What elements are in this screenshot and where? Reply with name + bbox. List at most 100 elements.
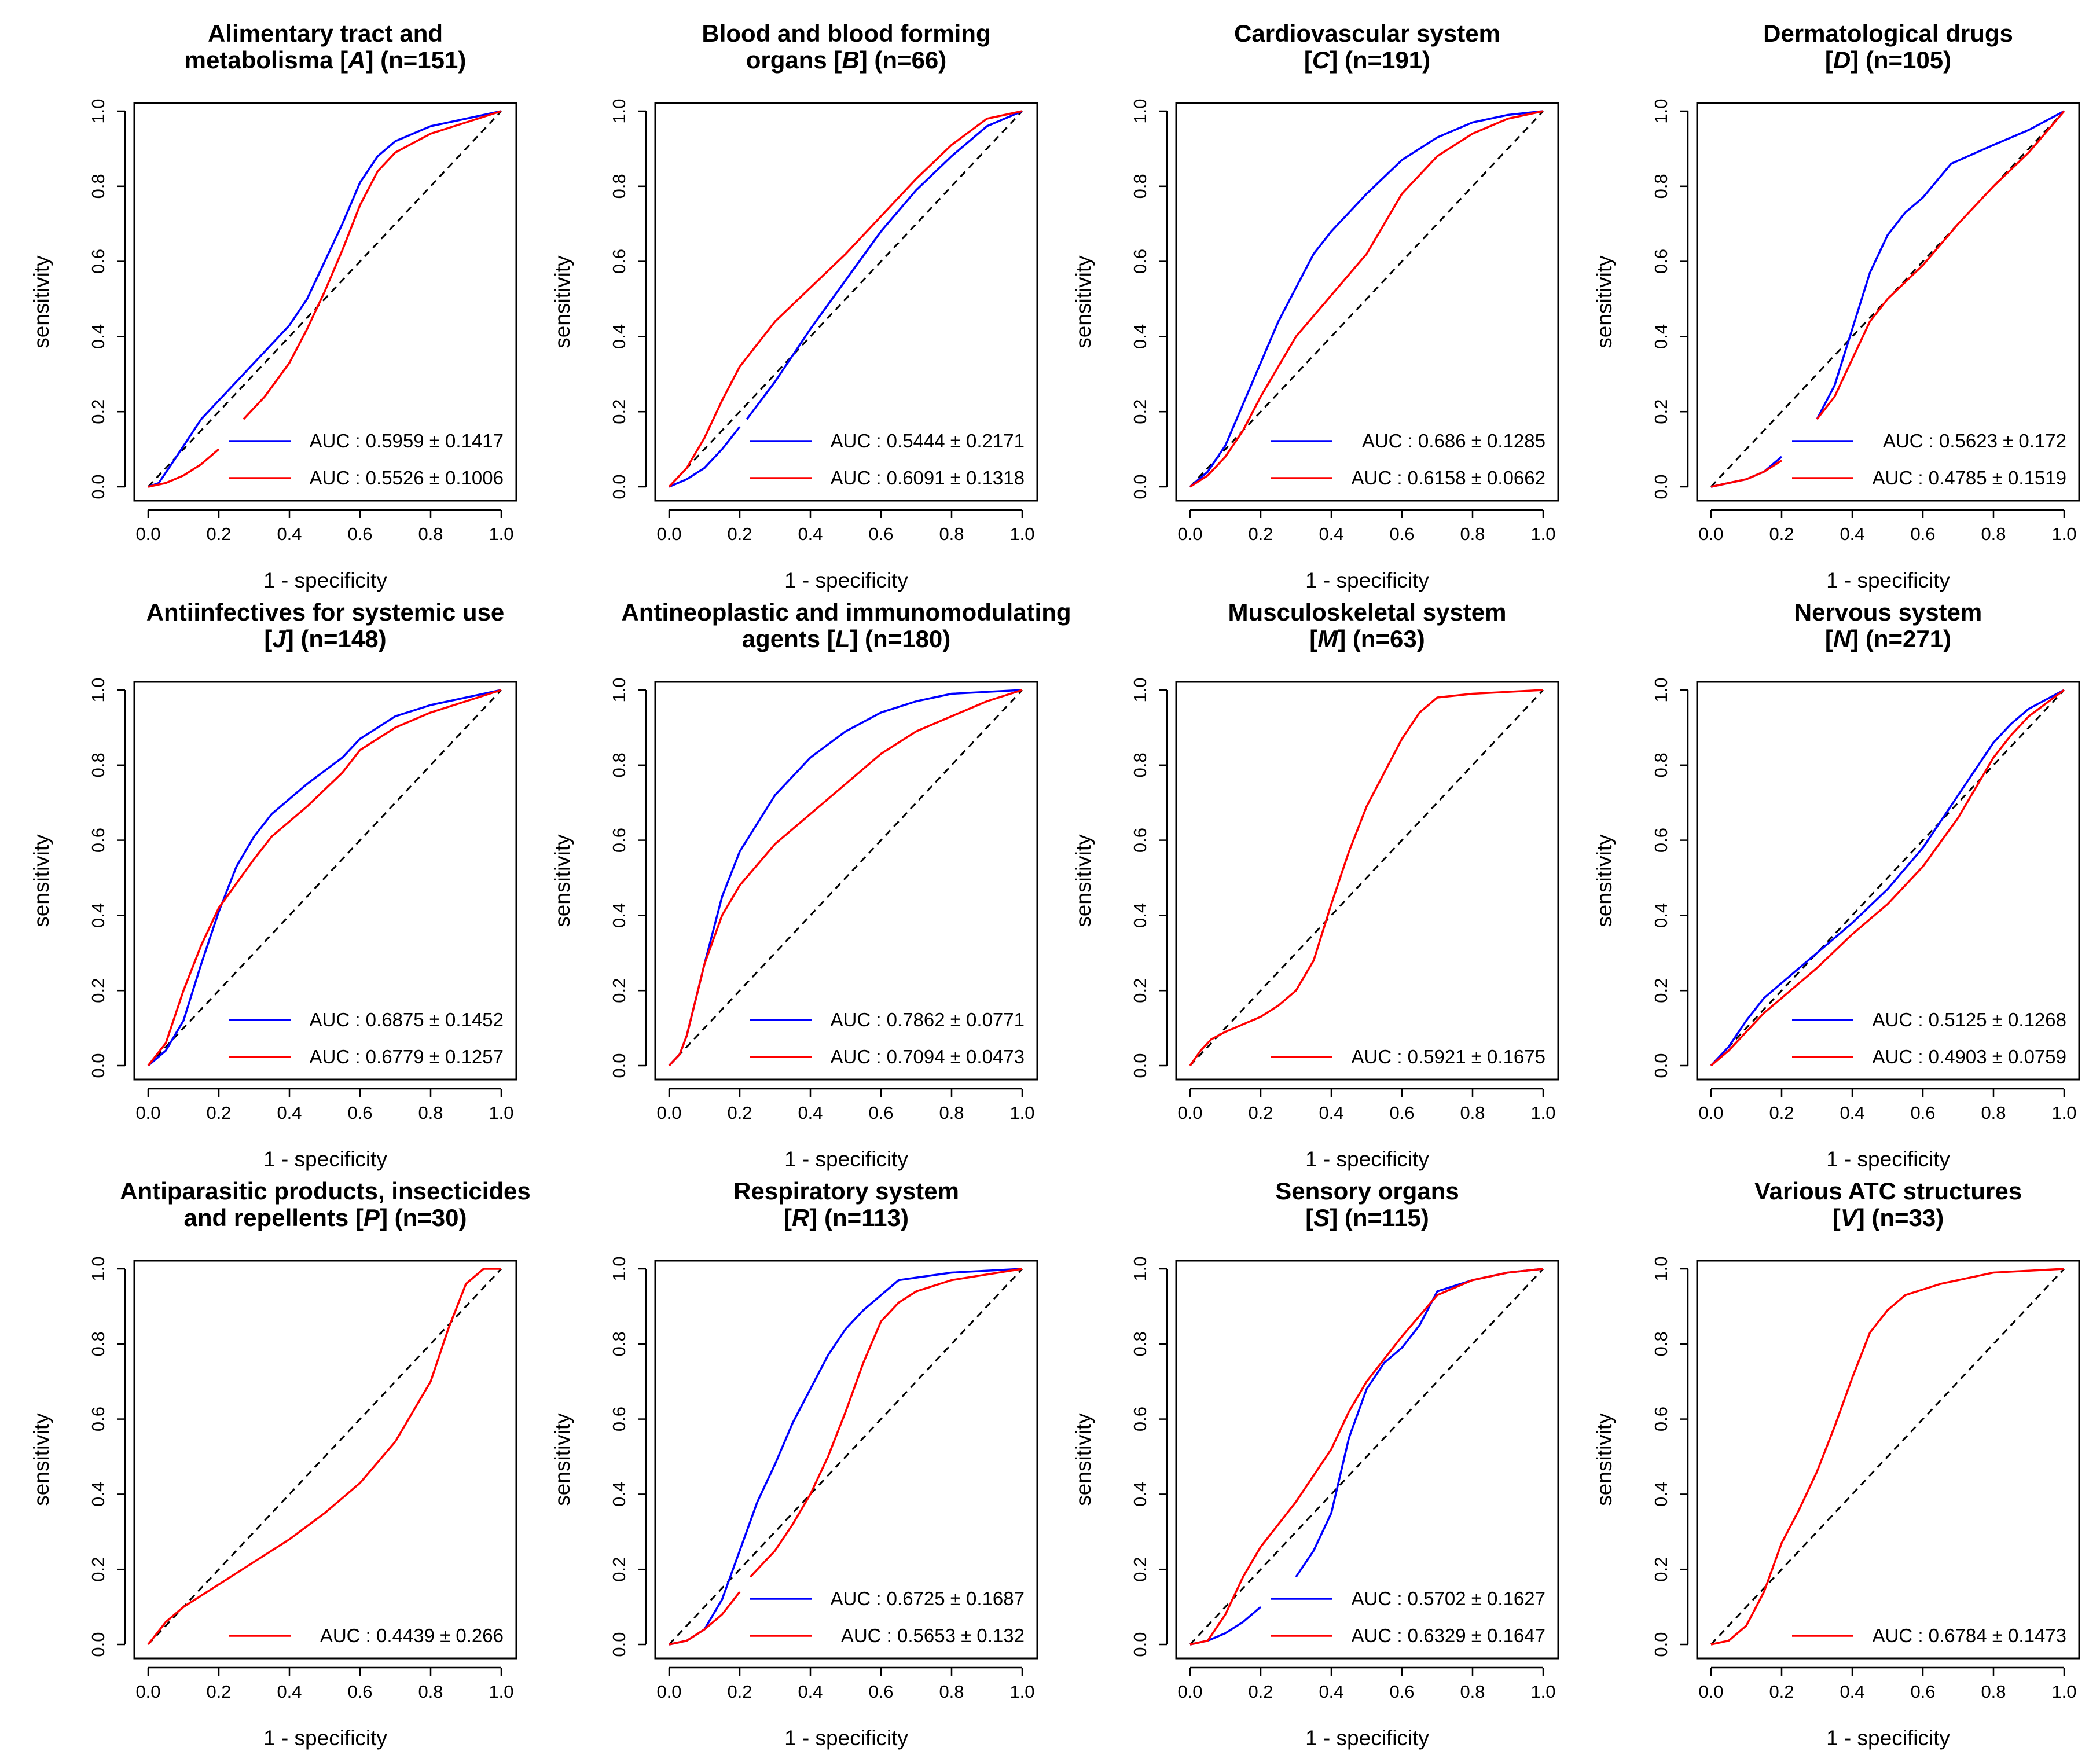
y-tick-label: 0.0 — [88, 1632, 108, 1657]
diagonal-reference-line — [1189, 110, 1544, 488]
y-tick-label: 0.0 — [1130, 1632, 1150, 1657]
x-tick-label: 0.0 — [656, 1103, 681, 1123]
y-tick-label: 0.0 — [1651, 1053, 1671, 1078]
x-axis-label: 1 - specificity — [1826, 1726, 1950, 1750]
y-tick-label: 0.0 — [88, 474, 108, 499]
panel-title-line: Sensory organs — [1275, 1177, 1459, 1205]
roc-curve-blue — [1816, 110, 2065, 420]
panel-title-line: [S] (n=115) — [1305, 1204, 1429, 1231]
y-tick-label: 0.2 — [1651, 399, 1671, 424]
x-axis-label: 1 - specificity — [1826, 1147, 1950, 1171]
y-tick-label: 1.0 — [609, 677, 629, 702]
x-tick-label: 0.0 — [135, 1682, 160, 1702]
legend-label-red: AUC : 0.6158 ± 0.0662 — [1352, 467, 1546, 489]
y-tick-label: 0.4 — [1130, 324, 1150, 349]
y-tick-label: 0.0 — [609, 474, 629, 499]
y-axis-label: sensitivity — [30, 834, 53, 927]
roc-curve-red — [1189, 110, 1544, 488]
y-tick-label: 1.0 — [1130, 1256, 1150, 1281]
panel-title-line: agents [L] (n=180) — [742, 625, 951, 652]
y-tick-label: 0.6 — [1130, 1407, 1150, 1431]
plot-frame — [1175, 1260, 1559, 1660]
x-tick-label: 1.0 — [2051, 1103, 2076, 1123]
x-tick-label: 0.6 — [1910, 1682, 1935, 1702]
y-tick-label: 0.4 — [88, 903, 108, 928]
x-tick-label: 0.2 — [206, 1103, 231, 1123]
y-tick-label: 1.0 — [609, 98, 629, 123]
y-tick-label: 0.6 — [1651, 828, 1671, 853]
x-axis-label: 1 - specificity — [263, 1726, 387, 1750]
y-axis-label: sensitivity — [30, 255, 53, 348]
plot-frame — [1175, 102, 1559, 502]
roc-curve-red — [148, 448, 220, 488]
x-tick-label: 0.0 — [656, 1682, 681, 1702]
y-tick-label: 0.6 — [1130, 249, 1150, 274]
panel-title-line: [D] (n=105) — [1825, 46, 1951, 74]
y-axis-label: sensitivity — [1071, 834, 1095, 927]
x-tick-label: 0.8 — [1981, 1103, 2006, 1123]
y-tick-label: 0.2 — [1651, 1557, 1671, 1582]
roc-panel: Cardiovascular system[C] (n=191) 0.0 0.2 0.… — [1071, 20, 1559, 592]
roc-curve-red — [1189, 689, 1544, 1067]
x-tick-label: 0.4 — [1319, 1682, 1343, 1702]
y-tick-label: 0.2 — [88, 978, 108, 1003]
y-tick-label: 0.0 — [609, 1632, 629, 1657]
y-axis-label: sensitivity — [1592, 834, 1616, 927]
legend-label-blue: AUC : 0.5959 ± 0.1417 — [310, 430, 504, 451]
y-tick-label: 0.4 — [609, 1482, 629, 1507]
roc-panel: Dermatological drugs[D] (n=105) 0.0 0.2 0.4… — [1592, 20, 2080, 592]
y-tick-label: 0.8 — [609, 174, 629, 199]
x-tick-label: 0.8 — [1981, 1682, 2006, 1702]
y-tick-label: 1.0 — [88, 98, 108, 123]
y-axis-label: sensitivity — [550, 834, 574, 927]
y-tick-label: 0.6 — [609, 828, 629, 853]
panel-title-line: Nervous system — [1794, 599, 1982, 626]
x-tick-label: 0.2 — [1769, 524, 1794, 544]
legend-label-blue: AUC : 0.6875 ± 0.1452 — [310, 1009, 504, 1030]
legend-label-red: AUC : 0.6091 ± 0.1318 — [831, 467, 1025, 489]
y-tick-label: 0.2 — [609, 978, 629, 1003]
diagonal-reference-line — [147, 110, 502, 488]
legend-label-blue: AUC : 0.686 ± 0.1285 — [1362, 430, 1545, 451]
y-tick-label: 0.0 — [1651, 474, 1671, 499]
y-tick-label: 0.6 — [1651, 249, 1671, 274]
x-tick-label: 0.8 — [418, 1682, 443, 1702]
x-tick-label: 0.4 — [1319, 524, 1343, 544]
roc-panel: Various ATC structures[V] (n=33) 0.0 0.2 0.… — [1592, 1177, 2080, 1750]
plot-frame — [1175, 681, 1559, 1081]
y-tick-label: 0.6 — [88, 249, 108, 274]
x-tick-label: 1.0 — [2051, 1682, 2076, 1702]
x-tick-label: 0.4 — [798, 1682, 823, 1702]
panel-title-line: Respiratory system — [733, 1177, 959, 1205]
y-tick-label: 0.8 — [1130, 1331, 1150, 1356]
panel-title-line: Musculoskeletal system — [1228, 599, 1507, 626]
y-axis-label: sensitivity — [550, 255, 574, 348]
x-tick-label: 0.4 — [798, 524, 823, 544]
x-tick-label: 0.8 — [1460, 524, 1485, 544]
y-axis-label: sensitivity — [550, 1413, 574, 1506]
x-tick-label: 0.8 — [1981, 524, 2006, 544]
x-axis-label: 1 - specificity — [784, 1147, 908, 1171]
x-axis-label: 1 - specificity — [784, 568, 908, 592]
legend-label-red: AUC : 0.6784 ± 0.1473 — [1873, 1625, 2067, 1646]
y-tick-label: 0.4 — [1130, 1482, 1150, 1507]
x-tick-label: 0.2 — [1248, 524, 1273, 544]
x-tick-label: 0.2 — [206, 1682, 231, 1702]
x-tick-label: 0.6 — [347, 524, 372, 544]
panel-title-line: organs [B] (n=66) — [746, 46, 947, 74]
y-tick-label: 1.0 — [1651, 98, 1671, 123]
diagonal-reference-line — [1710, 1268, 2065, 1646]
x-tick-label: 0.2 — [1769, 1103, 1794, 1123]
y-tick-label: 0.6 — [88, 828, 108, 853]
x-tick-label: 0.8 — [1460, 1682, 1485, 1702]
x-tick-label: 0.4 — [1840, 1682, 1864, 1702]
x-tick-label: 0.8 — [418, 524, 443, 544]
roc-curve-red — [1710, 460, 1782, 488]
x-tick-label: 1.0 — [1530, 524, 1555, 544]
panel-title-line: Dermatological drugs — [1763, 20, 2013, 47]
x-tick-label: 0.8 — [1460, 1103, 1485, 1123]
roc-panel: Antiinfectives for systemic use[J] (n=14… — [30, 599, 517, 1171]
roc-curve-red — [243, 110, 502, 420]
x-tick-label: 0.6 — [1910, 524, 1935, 544]
